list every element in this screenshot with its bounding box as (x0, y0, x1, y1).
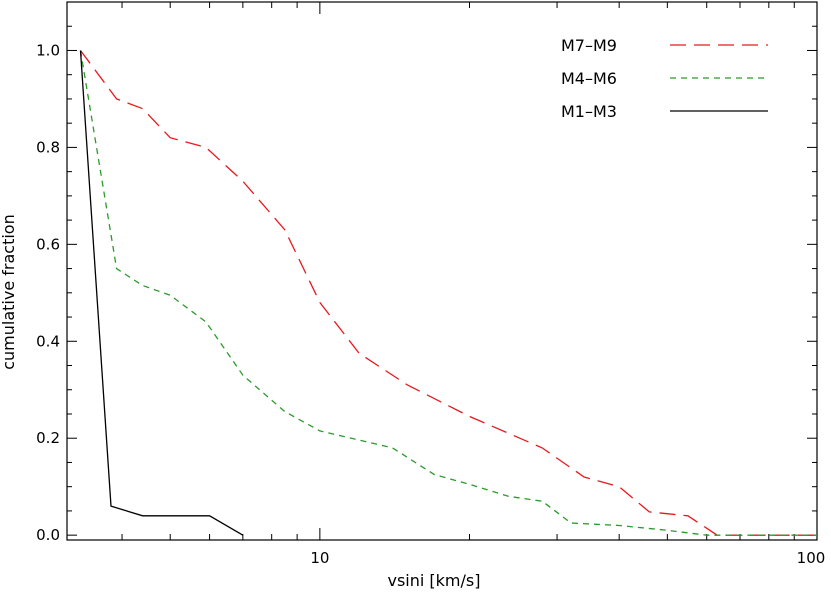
x-tick-label: 10 (310, 549, 329, 567)
y-axis-label: cumulative fraction (0, 214, 18, 370)
x-axis-label: vsini [km/s] (388, 571, 481, 590)
plot-frame (66, 1, 818, 541)
y-tick-label: 0.8 (36, 138, 60, 156)
y-tick-label: 0.0 (36, 526, 60, 544)
axis-ticks: 0.0 0.2 0.4 0.6 0.8 1.0 10 100 (36, 1, 826, 567)
x-tick-label: 100 (797, 549, 826, 567)
legend: M7–M9 M4–M6 M1–M3 (561, 36, 768, 121)
y-tick-label: 1.0 (36, 41, 60, 59)
series-lines (79, 50, 817, 536)
series-line-1 (79, 50, 817, 536)
y-tick-label: 0.4 (36, 332, 60, 350)
legend-label: M4–M6 (561, 69, 617, 88)
plot-area (66, 1, 818, 541)
legend-label: M1–M3 (561, 102, 617, 121)
y-tick-label: 0.6 (36, 235, 60, 253)
series-line-0 (79, 50, 817, 536)
y-tick-label: 0.2 (36, 429, 60, 447)
legend-label: M7–M9 (561, 36, 617, 55)
series-line-2 (79, 50, 244, 536)
